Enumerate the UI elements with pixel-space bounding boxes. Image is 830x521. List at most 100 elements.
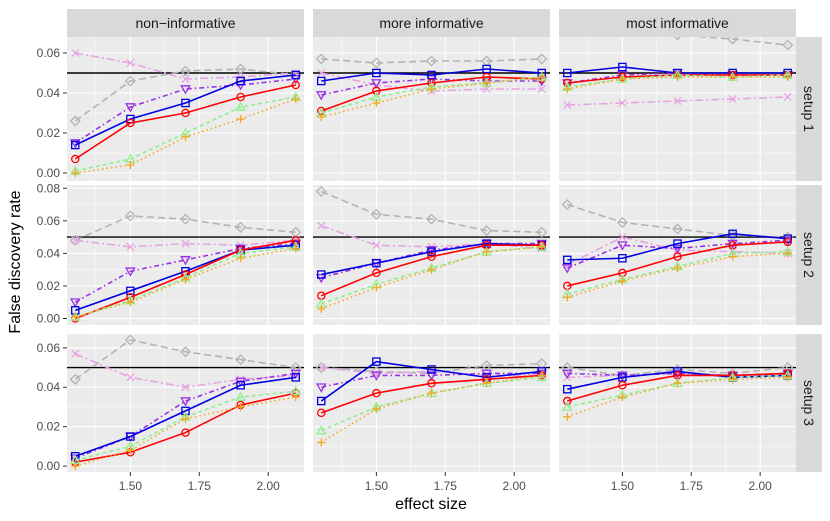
- data-point-pink: [618, 233, 627, 242]
- data-point-gray: [315, 185, 327, 198]
- row-strip-label: setup 2: [801, 232, 817, 278]
- data-point-gray: [671, 223, 684, 235]
- data-point-purple: [125, 103, 136, 113]
- data-point-gray: [616, 216, 628, 228]
- data-point-orange: [482, 78, 491, 88]
- data-point-orange: [563, 293, 572, 302]
- y-tick-label: 0.04: [37, 246, 61, 260]
- series-pink: [317, 68, 546, 96]
- data-point-gray: [481, 225, 493, 237]
- data-point-orange: [783, 249, 792, 258]
- data-point-orange: [783, 373, 792, 382]
- data-point-gray: [536, 53, 548, 65]
- data-point-red: [71, 154, 80, 164]
- data-point-purple: [180, 256, 191, 266]
- series-line-blue: [321, 68, 542, 82]
- x-tick-label: 2.00: [748, 479, 772, 493]
- data-point-blue: [618, 254, 627, 263]
- column-strip: non−informative: [67, 9, 304, 37]
- data-point-purple: [782, 236, 794, 246]
- series-blue: [71, 373, 300, 461]
- data-point-gray: [727, 33, 739, 45]
- data-point-pink: [537, 84, 546, 94]
- data-point-orange: [317, 438, 326, 447]
- data-point-blue: [618, 62, 627, 72]
- facet-panel-r3-c3: [559, 334, 796, 472]
- data-point-green: [235, 391, 246, 401]
- data-point-orange: [291, 94, 300, 104]
- y-axis-title: False discovery rate: [7, 190, 24, 333]
- data-point-orange: [618, 74, 627, 84]
- data-point-blue: [236, 76, 245, 86]
- row-strip-label: setup 3: [801, 380, 817, 426]
- y-tick-label: 0.08: [37, 181, 61, 195]
- data-point-blue: [618, 373, 627, 382]
- data-point-purple: [315, 383, 327, 393]
- series-line-purple: [321, 78, 542, 96]
- data-point-pink: [71, 236, 80, 245]
- x-tick-label: 1.75: [188, 479, 212, 493]
- y-tick-label: 0.04: [37, 380, 61, 394]
- series-line-purple: [566, 239, 788, 269]
- data-point-gray: [370, 57, 382, 69]
- data-point-blue: [317, 270, 326, 279]
- panel-background: [559, 37, 796, 181]
- series-line-blue: [321, 242, 542, 276]
- data-point-gray: [425, 213, 438, 225]
- data-point-pink: [181, 383, 190, 392]
- strip-background: [559, 9, 796, 37]
- series-line-purple: [321, 372, 542, 389]
- data-point-red: [372, 388, 381, 398]
- series-orange: [563, 373, 792, 421]
- column-strip: most informative: [559, 9, 796, 37]
- data-point-red: [317, 408, 326, 418]
- data-point-purple: [426, 246, 437, 256]
- data-point-red: [372, 86, 381, 96]
- data-point-gray: [370, 208, 382, 220]
- data-point-blue: [291, 70, 300, 80]
- x-tick-label: 1.50: [119, 479, 143, 493]
- y-tick-label: 0.04: [37, 86, 61, 100]
- y-tick-label: 0.06: [37, 214, 61, 228]
- axes-layer: 0.000.020.040.060.000.020.040.060.080.00…: [37, 46, 773, 493]
- data-point-red: [181, 108, 190, 118]
- series-line-pink: [321, 72, 542, 92]
- data-point-orange: [618, 276, 627, 286]
- data-point-orange: [537, 72, 546, 82]
- data-point-red: [236, 92, 245, 102]
- data-point-gray: [315, 361, 327, 374]
- data-point-blue: [563, 68, 572, 78]
- data-point-purple: [371, 79, 382, 89]
- data-point-orange: [427, 265, 436, 274]
- data-point-gray: [425, 55, 438, 67]
- strip-background: [796, 37, 822, 181]
- series-red: [317, 240, 546, 300]
- data-point-orange: [728, 252, 737, 261]
- data-point-blue: [291, 373, 300, 382]
- data-point-orange: [317, 112, 326, 122]
- series-orange: [71, 244, 300, 321]
- data-point-pink: [563, 100, 572, 110]
- data-point-gray: [536, 226, 548, 238]
- x-tick-label: 1.50: [611, 479, 635, 493]
- series-orange: [71, 94, 300, 178]
- data-point-pink: [71, 349, 80, 358]
- data-point-purple: [617, 71, 628, 81]
- series-orange: [317, 242, 546, 313]
- column-strip-label: most informative: [626, 15, 729, 31]
- data-point-purple: [727, 239, 738, 250]
- column-strip-label: more informative: [379, 15, 483, 31]
- data-point-orange: [537, 371, 546, 380]
- series-line-red: [320, 244, 542, 297]
- data-point-orange: [317, 304, 326, 313]
- data-point-orange: [372, 98, 381, 108]
- data-point-pink: [728, 94, 737, 104]
- data-point-orange: [181, 275, 190, 284]
- data-point-purple: [561, 264, 573, 274]
- data-point-orange: [482, 379, 491, 388]
- facet-panel-r3-c2: [313, 334, 550, 472]
- series-line-gray: [74, 339, 296, 380]
- data-point-orange: [291, 392, 300, 402]
- data-point-purple: [672, 244, 683, 255]
